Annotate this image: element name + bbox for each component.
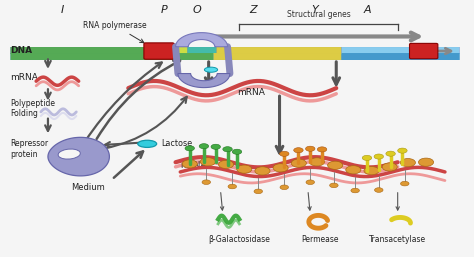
Circle shape	[306, 146, 315, 151]
Circle shape	[211, 144, 220, 149]
Circle shape	[232, 149, 242, 154]
Circle shape	[329, 183, 338, 188]
Circle shape	[228, 184, 237, 189]
Circle shape	[382, 163, 397, 171]
Circle shape	[255, 167, 270, 175]
Circle shape	[185, 146, 194, 151]
Circle shape	[419, 158, 434, 166]
Ellipse shape	[58, 149, 80, 159]
Polygon shape	[48, 137, 109, 176]
Text: Transacetylase: Transacetylase	[369, 235, 426, 244]
Circle shape	[273, 164, 288, 172]
Text: Medium: Medium	[71, 183, 105, 192]
Circle shape	[401, 181, 409, 186]
Circle shape	[201, 158, 216, 166]
Circle shape	[351, 188, 359, 193]
Circle shape	[364, 167, 379, 175]
Text: mRNA: mRNA	[10, 73, 38, 82]
Text: O: O	[192, 5, 201, 15]
Ellipse shape	[204, 67, 218, 72]
Circle shape	[182, 160, 197, 168]
Text: Repressor
protein: Repressor protein	[10, 139, 48, 159]
Text: RNA polymerase: RNA polymerase	[83, 21, 147, 43]
Circle shape	[318, 147, 327, 152]
Circle shape	[401, 159, 415, 167]
Circle shape	[291, 159, 306, 167]
Polygon shape	[175, 33, 228, 47]
Circle shape	[223, 147, 232, 152]
Text: Polypeptide
Folding: Polypeptide Folding	[10, 99, 55, 118]
FancyBboxPatch shape	[410, 43, 438, 59]
Circle shape	[386, 151, 395, 156]
Polygon shape	[178, 74, 230, 88]
Circle shape	[294, 148, 303, 153]
Circle shape	[328, 161, 343, 169]
Circle shape	[254, 189, 263, 194]
FancyBboxPatch shape	[144, 43, 174, 59]
Text: DNA: DNA	[10, 46, 32, 55]
Circle shape	[202, 180, 210, 185]
Circle shape	[346, 166, 361, 174]
Circle shape	[237, 165, 252, 173]
Circle shape	[398, 148, 407, 153]
Circle shape	[306, 180, 315, 185]
Text: mRNA: mRNA	[180, 161, 206, 170]
Circle shape	[280, 151, 289, 156]
Text: Z: Z	[250, 5, 257, 15]
Text: mRNA: mRNA	[237, 88, 265, 97]
Text: Structural genes: Structural genes	[287, 10, 350, 19]
Text: Y: Y	[311, 5, 319, 15]
Text: P: P	[160, 5, 167, 15]
Circle shape	[280, 185, 289, 190]
Circle shape	[374, 188, 383, 192]
Circle shape	[310, 158, 325, 166]
Text: Permease: Permease	[301, 235, 338, 244]
Text: A: A	[363, 5, 371, 15]
Circle shape	[219, 160, 234, 169]
Ellipse shape	[138, 140, 156, 148]
Circle shape	[362, 155, 372, 160]
Text: I: I	[61, 5, 64, 15]
Circle shape	[199, 144, 209, 149]
Circle shape	[374, 154, 383, 159]
Text: β-Galactosidase: β-Galactosidase	[209, 235, 270, 244]
Text: Lactose: Lactose	[161, 139, 192, 148]
